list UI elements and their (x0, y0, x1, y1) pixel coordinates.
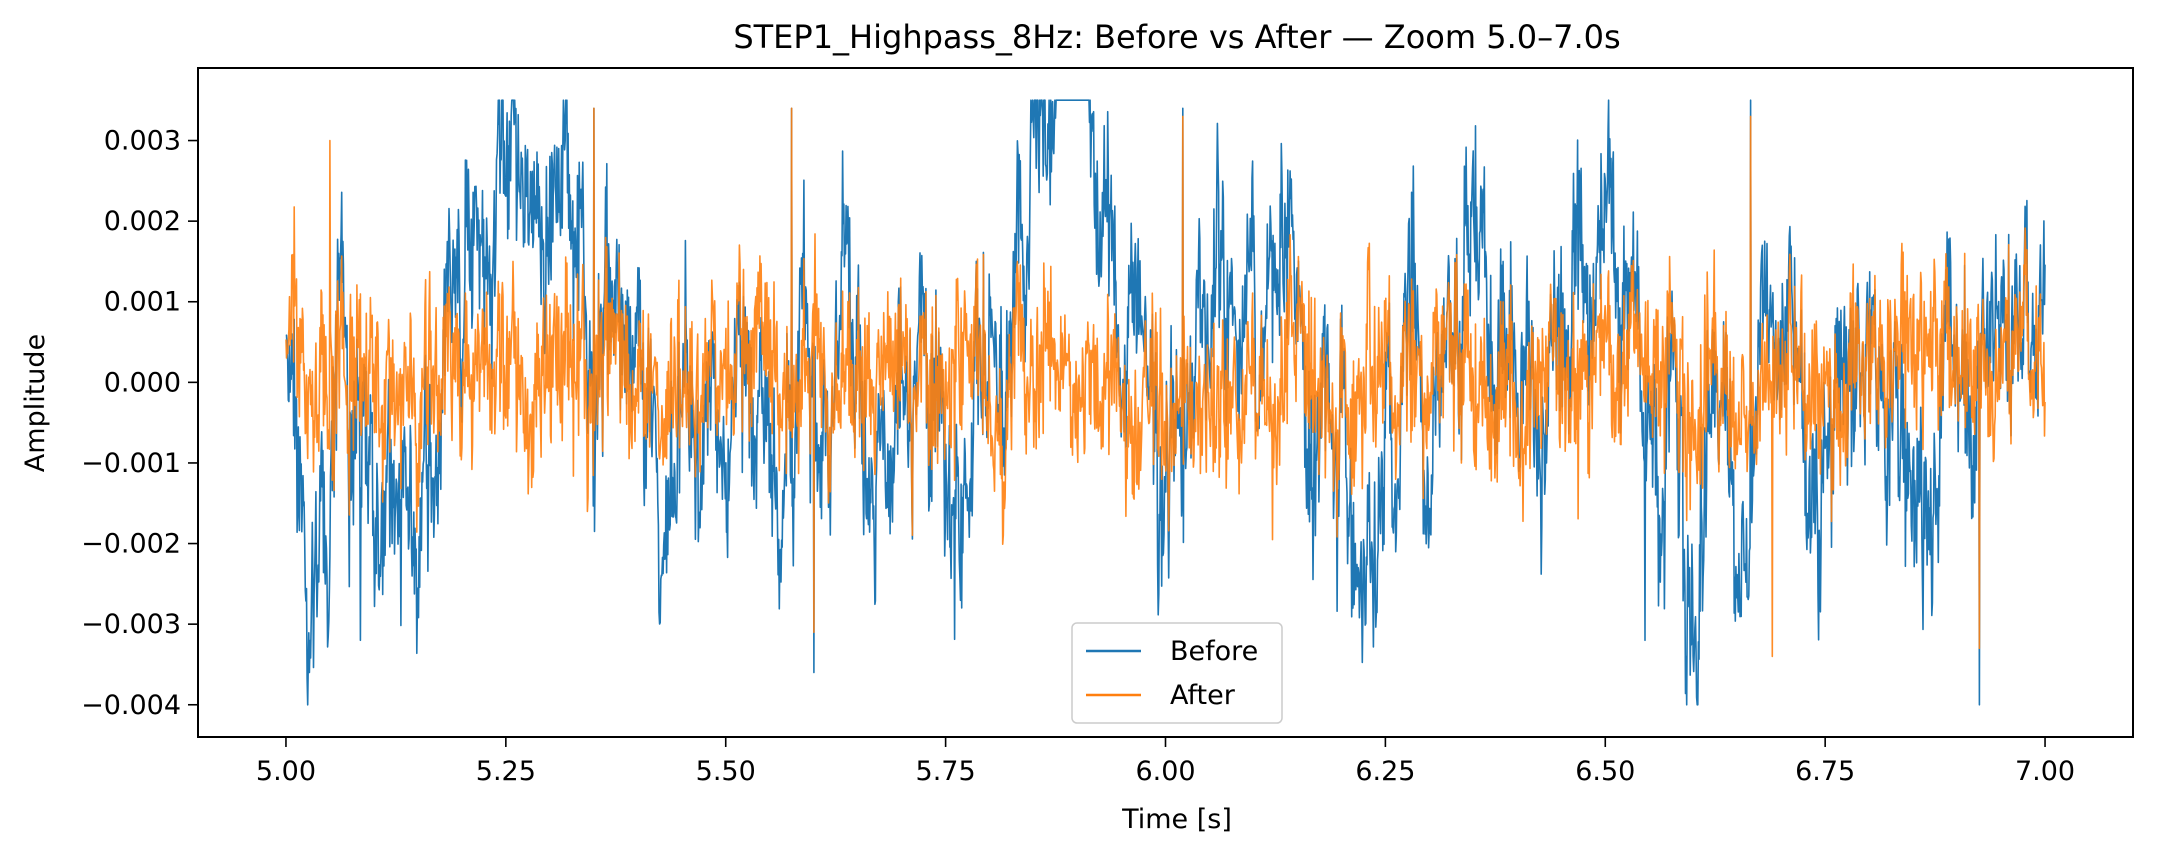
legend-label-before: Before (1170, 636, 1258, 667)
series-layer (285, 99, 2046, 706)
y-tick-label: 0.001 (104, 287, 181, 318)
x-tick-label: 6.00 (1135, 756, 1195, 787)
x-tick-label: 6.25 (1355, 756, 1415, 787)
x-axis-label: Time [s] (1121, 804, 1232, 835)
y-tick-label: 0.000 (104, 367, 181, 398)
y-tick-label: −0.004 (81, 690, 181, 721)
x-tick-label: 5.25 (476, 756, 536, 787)
y-tick-label: −0.001 (81, 448, 181, 479)
x-axis: 5.00 5.25 5.50 5.75 6.00 6.25 6.50 6.75 7.00 (256, 737, 2075, 787)
series-line-after (285, 107, 2046, 658)
chart-title: STEP1_Highpass_8Hz: Before vs After — Zo… (733, 18, 1620, 56)
x-tick-label: 5.75 (916, 756, 976, 787)
y-axis: 0.003 0.002 0.001 0.000 −0.001 −0.002 −0.003 −0… (81, 126, 198, 721)
x-tick-label: 5.00 (256, 756, 316, 787)
y-tick-label: −0.002 (81, 529, 181, 560)
x-tick-label: 6.50 (1575, 756, 1635, 787)
x-tick-label: 6.75 (1795, 756, 1855, 787)
y-tick-label: 0.002 (104, 206, 181, 237)
y-tick-label: −0.003 (81, 609, 181, 640)
y-axis-label: Amplitude (20, 334, 51, 472)
legend: Before After (1071, 622, 1283, 724)
x-tick-label: 5.50 (696, 756, 756, 787)
legend-label-after: After (1170, 680, 1236, 711)
series-line-before (285, 99, 2046, 706)
legend-box (1071, 622, 1283, 724)
y-tick-label: 0.003 (104, 126, 181, 157)
x-tick-label: 7.00 (2015, 756, 2075, 787)
